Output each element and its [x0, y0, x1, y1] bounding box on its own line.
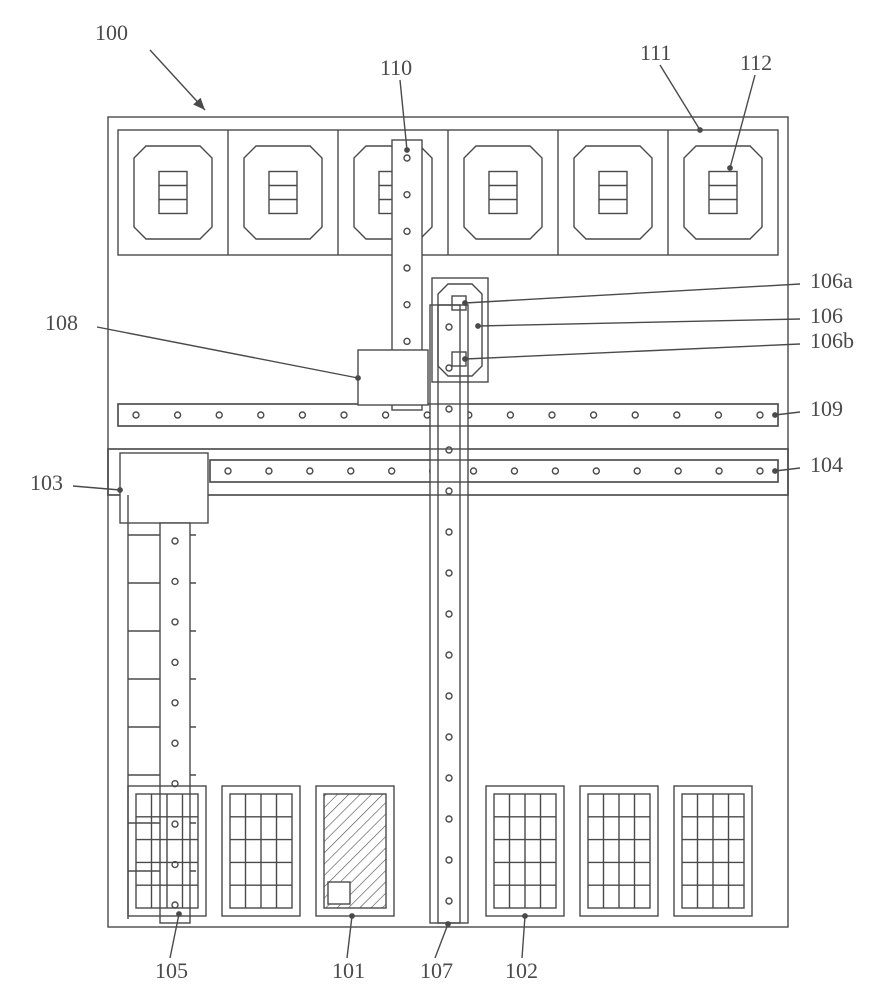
- leader-dot-106: [476, 324, 480, 328]
- label-104: 104: [810, 452, 843, 477]
- label-100: 100: [95, 20, 128, 45]
- label-105: 105: [155, 958, 188, 983]
- leader-dot-110: [405, 148, 409, 152]
- top-unit-octagon: [134, 146, 212, 239]
- top-unit-octagon: [244, 146, 322, 239]
- leader-dot-103: [118, 488, 122, 492]
- leader-dot-106b: [463, 357, 467, 361]
- leader-103: [73, 486, 120, 490]
- top-unit-inner: [269, 172, 297, 214]
- rail-104-inner: [210, 460, 778, 482]
- leader-dot-101: [350, 914, 354, 918]
- leader-dot-104: [773, 469, 777, 473]
- label-106b: 106b: [810, 328, 854, 353]
- top-unit-inner: [599, 172, 627, 214]
- label-108: 108: [45, 310, 78, 335]
- label-111: 111: [640, 40, 671, 65]
- top-unit-inner: [709, 172, 737, 214]
- top-unit-octagon: [464, 146, 542, 239]
- leader-111: [660, 65, 700, 130]
- label-110: 110: [380, 55, 412, 80]
- leader-106: [478, 319, 800, 326]
- leader-dot-106a: [463, 301, 467, 305]
- block-103: [120, 453, 208, 523]
- top-unit-inner: [489, 172, 517, 214]
- label-109: 109: [810, 396, 843, 421]
- label-112: 112: [740, 50, 772, 75]
- label-103: 103: [30, 470, 63, 495]
- label-107: 107: [420, 958, 453, 983]
- label-106a: 106a: [810, 268, 853, 293]
- top-unit-octagon: [684, 146, 762, 239]
- leader-102: [522, 916, 525, 958]
- leader-dot-112: [728, 166, 732, 170]
- leader-dot-105: [177, 912, 181, 916]
- label-106: 106: [810, 303, 843, 328]
- vert-107-outer: [430, 305, 468, 923]
- leader-dot-109: [773, 413, 777, 417]
- leader-dot-107: [446, 922, 450, 926]
- label-101: 101: [332, 958, 365, 983]
- leader-101: [347, 916, 352, 958]
- leader-112: [730, 75, 755, 168]
- unit-101-cutout: [328, 882, 350, 904]
- leader-dot-111: [698, 128, 702, 132]
- leader-108: [97, 327, 358, 378]
- top-unit-octagon: [574, 146, 652, 239]
- leader-106a: [465, 284, 800, 303]
- leader-dot-108: [356, 376, 360, 380]
- leader-106b: [465, 344, 800, 359]
- leader-dot-102: [523, 914, 527, 918]
- block-108: [358, 350, 428, 405]
- leader-107: [435, 924, 448, 958]
- top-unit-inner: [159, 172, 187, 214]
- leader-100: [150, 50, 205, 110]
- label-102: 102: [505, 958, 538, 983]
